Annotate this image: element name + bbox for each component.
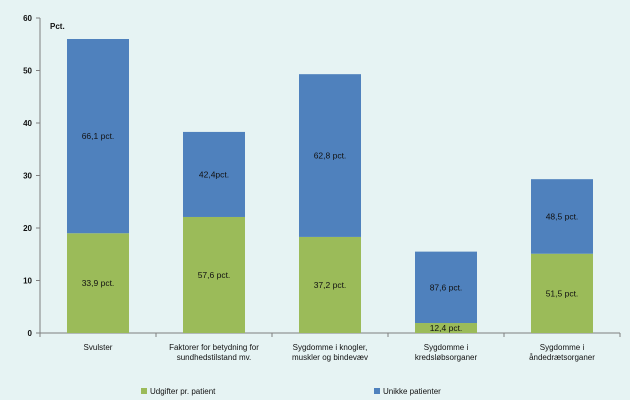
bar-segment-unikke [415,251,477,324]
y-tick-label: 0 [28,329,33,338]
x-category-label: Faktorer for betydning for [169,343,259,352]
data-label: 42,4pct. [199,169,229,179]
y-tick-label: 50 [23,67,32,76]
legend-label-unikke: Unikke patienter [383,387,441,396]
x-category-label: Svulster [84,343,113,352]
data-label: 57,6 pct. [198,270,231,280]
data-label: 87,6 pct. [430,282,463,292]
bar-segment-udgifter [531,253,593,333]
x-category-label: åndedrætsorganer [529,353,595,362]
y-tick-label: 40 [23,119,32,128]
y-tick-label: 10 [23,277,32,286]
x-category-label: Sygdomme i [424,343,469,352]
bar-segment-unikke [531,179,593,254]
x-category-label: Sygdomme i [540,343,585,352]
bar-segment-unikke [183,131,245,217]
x-category-label: Sygdomme i knogler, [293,343,368,352]
x-category-label: muskler og bindevæv [292,353,368,362]
data-label: 48,5 pct. [546,211,579,221]
bar-segment-udgifter [183,216,245,333]
bar-segment-udgifter [67,233,129,333]
data-label: 62,8 pct. [314,151,347,161]
data-label: 51,5 pct. [546,288,579,298]
legend-swatch-unikke [374,388,380,394]
bar-segment-unikke [299,74,361,237]
legend-label-udgifter: Udgifter pr. patient [150,387,216,396]
x-category-label: sundhedstilstand mv. [177,353,252,362]
bar-segment-udgifter [299,236,361,333]
y-axis-unit-label: Pct. [50,22,65,31]
data-label: 33,9 pct. [82,278,115,288]
data-label: 12,4 pct. [430,323,463,333]
data-label: 66,1 pct. [82,131,115,141]
data-label: 37,2 pct. [314,280,347,290]
bar-segment-unikke [67,39,129,234]
bar-segment-udgifter [415,323,477,333]
legend-swatch-udgifter [141,388,147,394]
y-tick-label: 20 [23,224,32,233]
y-tick-label: 60 [23,14,32,23]
x-category-label: kredsløbsorganer [415,353,478,362]
y-tick-label: 30 [23,172,32,181]
